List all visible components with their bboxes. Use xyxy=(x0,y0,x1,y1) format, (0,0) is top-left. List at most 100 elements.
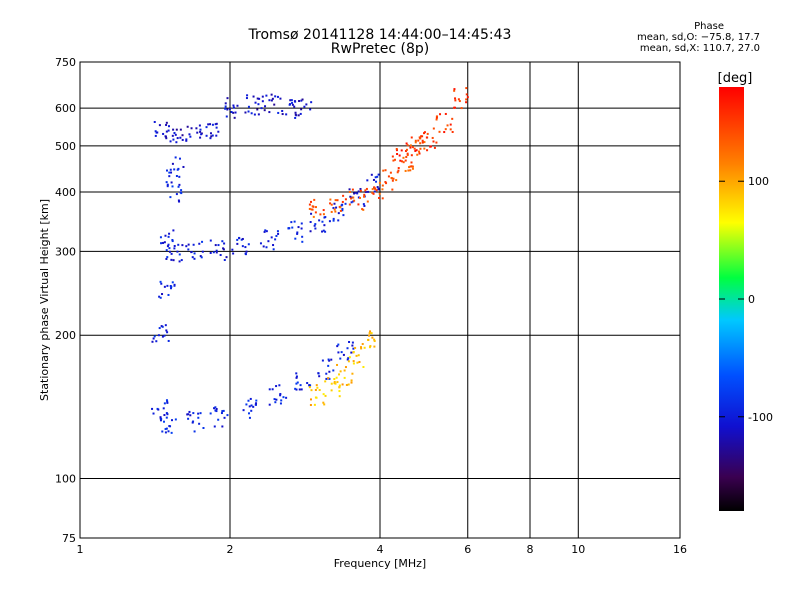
data-point xyxy=(330,382,333,385)
data-point xyxy=(198,124,201,127)
data-point xyxy=(209,132,212,135)
data-point xyxy=(173,131,176,134)
data-point xyxy=(255,399,258,402)
data-point xyxy=(290,221,293,224)
data-point xyxy=(261,95,264,98)
data-point xyxy=(300,108,303,111)
data-point xyxy=(338,395,341,398)
data-point xyxy=(170,171,173,174)
data-point xyxy=(314,396,317,399)
data-point xyxy=(406,144,409,147)
data-point xyxy=(404,159,407,162)
data-point xyxy=(367,338,370,341)
y-tick-label: 500 xyxy=(55,140,76,153)
data-point xyxy=(375,180,378,183)
data-point xyxy=(357,354,360,357)
data-point xyxy=(335,376,338,379)
data-point xyxy=(172,229,175,232)
data-point xyxy=(354,346,357,349)
y-tick-label: 400 xyxy=(55,186,76,199)
data-point xyxy=(454,99,457,102)
data-point xyxy=(414,149,417,152)
data-point xyxy=(466,96,469,99)
data-point xyxy=(151,340,154,343)
data-point xyxy=(167,235,170,238)
data-point xyxy=(238,236,241,239)
data-point xyxy=(296,381,299,384)
data-point xyxy=(400,160,403,163)
data-point xyxy=(192,420,195,423)
data-point xyxy=(168,232,171,235)
data-point xyxy=(337,351,340,354)
data-point xyxy=(232,252,235,255)
data-point xyxy=(265,94,268,97)
data-point xyxy=(226,108,229,111)
data-point xyxy=(418,150,421,153)
y-axis-label: Stationary phase Virtual Height [km] xyxy=(38,199,51,401)
data-point xyxy=(177,243,180,246)
phase-heading: Phase xyxy=(694,21,724,32)
data-point xyxy=(165,137,168,140)
data-point xyxy=(281,109,284,112)
data-point xyxy=(348,356,351,359)
data-point xyxy=(200,256,203,259)
data-point xyxy=(167,243,170,246)
data-point xyxy=(275,234,278,237)
data-point xyxy=(365,187,368,190)
data-point xyxy=(355,354,358,357)
data-point xyxy=(212,251,215,254)
data-point xyxy=(268,111,271,114)
data-point xyxy=(191,421,194,424)
data-point xyxy=(165,412,168,415)
data-point xyxy=(325,377,328,380)
data-point xyxy=(196,131,199,134)
plot-border xyxy=(79,61,681,539)
data-point xyxy=(325,372,328,375)
data-point xyxy=(306,382,309,385)
data-point xyxy=(179,136,182,139)
data-point xyxy=(296,231,299,234)
data-point xyxy=(347,357,350,360)
data-point xyxy=(375,189,378,192)
data-point xyxy=(324,394,327,397)
x-tick-label: 10 xyxy=(571,543,585,556)
colorbar-label: [deg] xyxy=(718,71,753,86)
data-point xyxy=(363,195,366,198)
data-point xyxy=(421,135,424,138)
data-point xyxy=(336,381,339,384)
data-point xyxy=(381,184,384,187)
data-point xyxy=(336,199,339,202)
data-point xyxy=(291,226,294,229)
data-point xyxy=(225,115,228,118)
data-point xyxy=(159,296,162,299)
data-point xyxy=(211,123,214,126)
data-point xyxy=(373,187,376,190)
data-point xyxy=(166,401,169,404)
data-point xyxy=(275,385,278,388)
data-point xyxy=(344,198,347,201)
data-point xyxy=(171,162,174,165)
data-point xyxy=(410,165,413,168)
data-point xyxy=(209,239,212,242)
data-point xyxy=(318,219,321,222)
data-point xyxy=(350,197,353,200)
data-point xyxy=(436,115,439,118)
data-point xyxy=(165,123,168,126)
data-point xyxy=(317,372,320,375)
data-point xyxy=(165,181,168,184)
data-point xyxy=(395,149,398,152)
data-point xyxy=(171,240,174,243)
data-point xyxy=(368,346,371,349)
phase-stats-x: mean, sd,X: 110.7, 27.0 xyxy=(639,43,760,54)
data-point xyxy=(453,88,456,91)
data-point xyxy=(454,97,457,100)
data-point xyxy=(351,341,354,344)
data-point xyxy=(265,230,268,233)
data-point xyxy=(244,252,247,255)
data-point xyxy=(234,111,237,114)
data-point xyxy=(339,357,342,360)
data-point xyxy=(163,414,166,417)
data-point xyxy=(332,369,335,372)
data-point xyxy=(405,155,408,158)
data-point xyxy=(154,134,157,137)
